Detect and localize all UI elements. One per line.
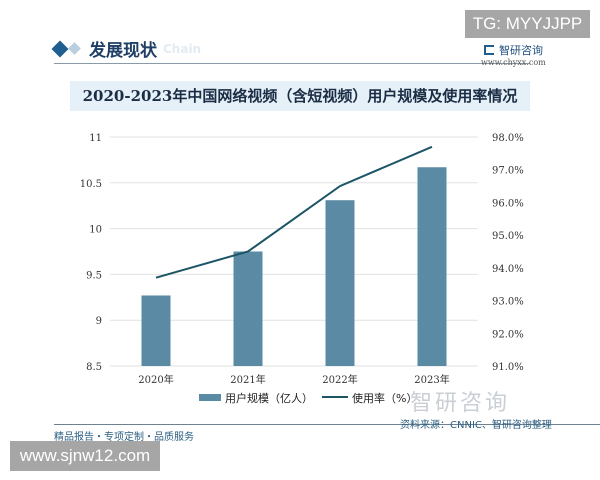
svg-text:11: 11 — [89, 133, 102, 144]
section-header: 发展现状 Chain — [51, 36, 202, 61]
bar — [141, 295, 171, 366]
svg-text:9.5: 9.5 — [86, 270, 102, 281]
svg-text:9: 9 — [96, 316, 102, 327]
svg-text:10.5: 10.5 — [80, 179, 102, 190]
svg-text:91.0%: 91.0% — [492, 362, 524, 373]
site-overlay-badge: www.sjnw12.com — [10, 441, 160, 471]
section-title: 发展现状 — [89, 41, 157, 61]
svg-text:95.0%: 95.0% — [492, 231, 524, 242]
section-subtitle: Chain — [163, 41, 202, 56]
svg-text:94.0%: 94.0% — [492, 264, 524, 275]
svg-text:96.0%: 96.0% — [492, 198, 524, 209]
svg-text:2022年: 2022年 — [322, 373, 357, 386]
header-divider — [54, 63, 530, 64]
right-axis-ticks: 98.0% 97.0% 96.0% 95.0% 94.0% 93.0% 92.0% 91.0% — [492, 133, 524, 373]
left-axis-ticks: 11 10.5 10 9.5 9 8.5 — [80, 133, 102, 373]
legend-bar-swatch — [199, 394, 221, 401]
svg-text:2023年: 2023年 — [414, 373, 449, 386]
svg-text:2021年: 2021年 — [230, 373, 265, 386]
bar-series — [141, 167, 447, 366]
source-note: 资料来源：CNNIC、智研咨询整理 — [400, 420, 552, 431]
svg-text:10: 10 — [89, 225, 102, 236]
legend-line-label: 使用率（%） — [352, 391, 417, 405]
brand-name: 智研咨询 — [499, 44, 543, 57]
svg-text:2020年: 2020年 — [138, 373, 173, 386]
legend-bar-label: 用户规模（亿人） — [225, 391, 313, 405]
gridlines — [110, 136, 478, 367]
x-axis-ticks: 2020年 2021年 2022年 2023年 — [138, 373, 449, 386]
svg-text:8.5: 8.5 — [86, 362, 102, 373]
brand-watermark: 智研咨询 — [410, 391, 511, 416]
chart-title: 2020-2023年中国网络视频（含短视频）用户规模及使用率情况 — [70, 81, 530, 111]
legend: 用户规模（亿人） 使用率（%） — [199, 391, 417, 405]
bar — [325, 200, 355, 366]
footer-divider — [54, 424, 600, 425]
svg-text:98.0%: 98.0% — [492, 133, 524, 144]
svg-text:93.0%: 93.0% — [492, 297, 524, 308]
tg-overlay-badge: TG: MYYJJPP — [465, 10, 590, 38]
footer-tagline: 精品报告・专项定制・品质服务 — [54, 432, 194, 443]
bar — [233, 251, 263, 366]
bar — [417, 167, 447, 366]
svg-text:92.0%: 92.0% — [492, 329, 524, 340]
brand-logo: 智研咨询 — [484, 42, 543, 58]
brand-url: www.chyxx.com — [481, 58, 546, 67]
line-series — [155, 145, 433, 279]
brand-logo-icon — [484, 45, 494, 55]
svg-text:97.0%: 97.0% — [492, 166, 524, 177]
